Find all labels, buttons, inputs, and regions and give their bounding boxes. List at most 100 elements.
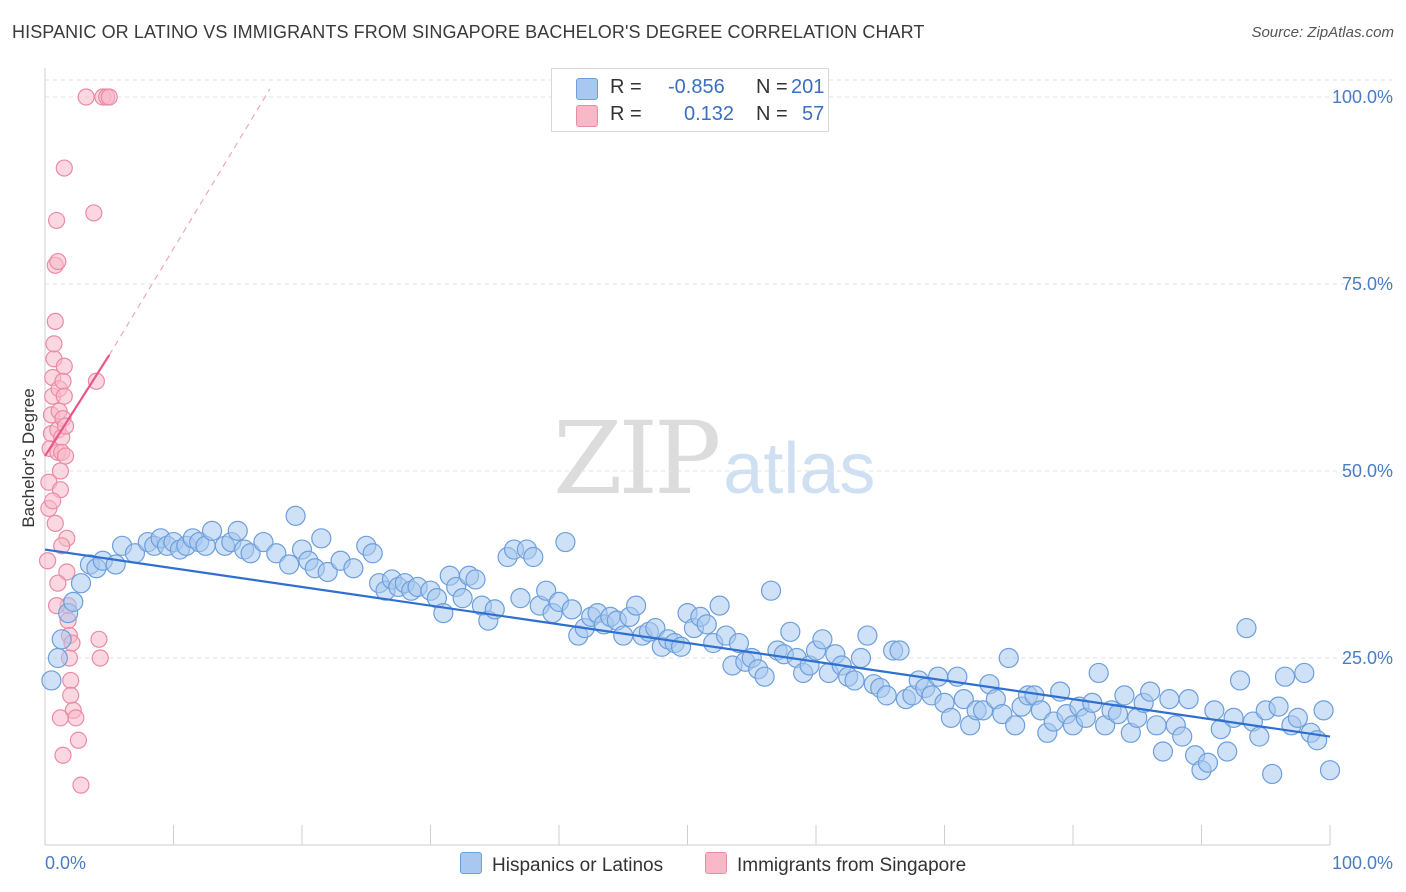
hispanic-point: [780, 621, 801, 642]
hispanic-point: [1262, 763, 1283, 785]
hispanic-point: [47, 647, 68, 669]
singapore-point: [49, 252, 67, 271]
y-axis-label: Bachelor's Degree: [19, 388, 38, 527]
bottom-legend-hispanic-label: Hispanics or Latinos: [492, 855, 664, 876]
hispanic-point: [1197, 752, 1219, 773]
y-tick-label: 25.0%: [1342, 648, 1393, 668]
singapore-point: [49, 574, 67, 592]
hispanic-point: [311, 528, 332, 549]
singapore-point: [56, 447, 75, 465]
bottom-swatch-singapore: [705, 852, 727, 874]
source-credit: Source: ZipAtlas.com: [1251, 24, 1394, 41]
hispanic-point: [51, 629, 72, 650]
bottom-legend-singapore: Immigrants from Singapore: [705, 852, 966, 876]
bottom-swatch-hispanic: [460, 852, 482, 874]
x-tick-label-min: 0.0%: [45, 853, 86, 873]
singapore-point: [55, 387, 73, 405]
hispanic-point: [70, 573, 92, 594]
singapore-point: [51, 462, 70, 480]
singapore-point: [46, 514, 64, 532]
singapore-point: [44, 492, 62, 510]
hispanic-point: [1204, 700, 1225, 721]
hispanic-point: [812, 629, 833, 650]
hispanic-point: [1146, 715, 1167, 736]
singapore-point: [53, 537, 71, 555]
hispanic-point: [63, 591, 84, 613]
hispanic-point: [510, 588, 531, 609]
hispanic-point: [253, 531, 274, 553]
singapore-point: [90, 630, 108, 648]
hispanic-point: [1319, 760, 1341, 781]
hispanic-point: [844, 670, 865, 691]
hispanic-point: [266, 543, 287, 564]
series-hispanic-points: [41, 505, 1341, 785]
hispanic-point: [972, 700, 994, 721]
hispanic-point: [465, 569, 486, 590]
singapore-trend-line: [44, 354, 111, 457]
singapore-point: [67, 709, 85, 727]
singapore-point: [58, 563, 76, 581]
x-tick-label-max: 100.0%: [1332, 853, 1393, 873]
hispanic-point: [555, 531, 576, 553]
hispanic-point: [536, 580, 557, 601]
y-tick-label: 100.0%: [1332, 87, 1393, 107]
singapore-trend-extension: [108, 88, 271, 356]
correlation-legend: R = -0.856 N = 201 R = 0.132 N = 57: [551, 68, 829, 132]
legend-r-value: 0.132: [684, 103, 735, 125]
legend-n-value: 201: [791, 76, 825, 98]
hispanic-point: [1005, 715, 1026, 736]
hispanic-point: [953, 689, 974, 710]
hispanic-point: [1172, 726, 1193, 747]
hispanic-point: [927, 666, 949, 687]
hispanic-point: [1114, 685, 1135, 706]
y-tick-label: 50.0%: [1342, 461, 1393, 481]
hispanic-point: [41, 670, 62, 691]
hispanic-point: [1178, 689, 1199, 710]
hispanic-point: [343, 558, 364, 579]
hispanic-point: [728, 632, 750, 654]
singapore-point: [62, 671, 80, 690]
hispanic-point: [940, 707, 962, 728]
hispanic-point: [998, 647, 1019, 669]
hispanic-point: [1159, 689, 1180, 710]
legend-r-value: -0.856: [668, 76, 725, 98]
hispanic-point: [889, 640, 910, 661]
hispanic-point: [1249, 726, 1270, 747]
singapore-point: [46, 312, 64, 330]
singapore-point: [72, 776, 90, 794]
tick-labels: 25.0% 50.0% 75.0% 100.0% 0.0% 100.0%: [45, 87, 1393, 873]
hispanic-point: [561, 599, 582, 620]
hispanic-point: [696, 614, 717, 635]
hispanic-point: [452, 588, 473, 609]
singapore-point: [62, 686, 80, 705]
hispanic-point: [1229, 670, 1251, 691]
singapore-point: [69, 731, 88, 749]
hispanic-point: [754, 666, 775, 687]
singapore-point: [45, 335, 63, 353]
legend-n-label: N =: [756, 103, 788, 125]
hispanic-point: [1268, 696, 1289, 717]
chart-title: HISPANIC OR LATINO VS IMMIGRANTS FROM SI…: [12, 22, 925, 42]
hispanic-point: [625, 595, 647, 616]
hispanic-point: [760, 580, 782, 601]
hispanic-point: [279, 554, 300, 575]
hispanic-point: [992, 703, 1013, 725]
hispanic-point: [1274, 666, 1296, 687]
y-tick-label: 75.0%: [1342, 274, 1393, 294]
hispanic-point: [1139, 681, 1161, 702]
hispanic-point: [1236, 617, 1257, 639]
legend-swatch-singapore: [576, 105, 598, 127]
hispanic-point: [709, 595, 730, 616]
singapore-point: [100, 88, 118, 106]
hispanic-point: [876, 685, 897, 706]
singapore-point: [85, 204, 103, 222]
hispanic-point: [1088, 662, 1109, 684]
bottom-legend-singapore-label: Immigrants from Singapore: [737, 855, 967, 876]
series-singapore-points: [38, 88, 118, 794]
singapore-point: [55, 357, 73, 375]
singapore-point: [47, 211, 66, 230]
hispanic-point: [523, 546, 544, 568]
singapore-point: [51, 709, 70, 727]
hispanic-point: [1287, 707, 1308, 728]
